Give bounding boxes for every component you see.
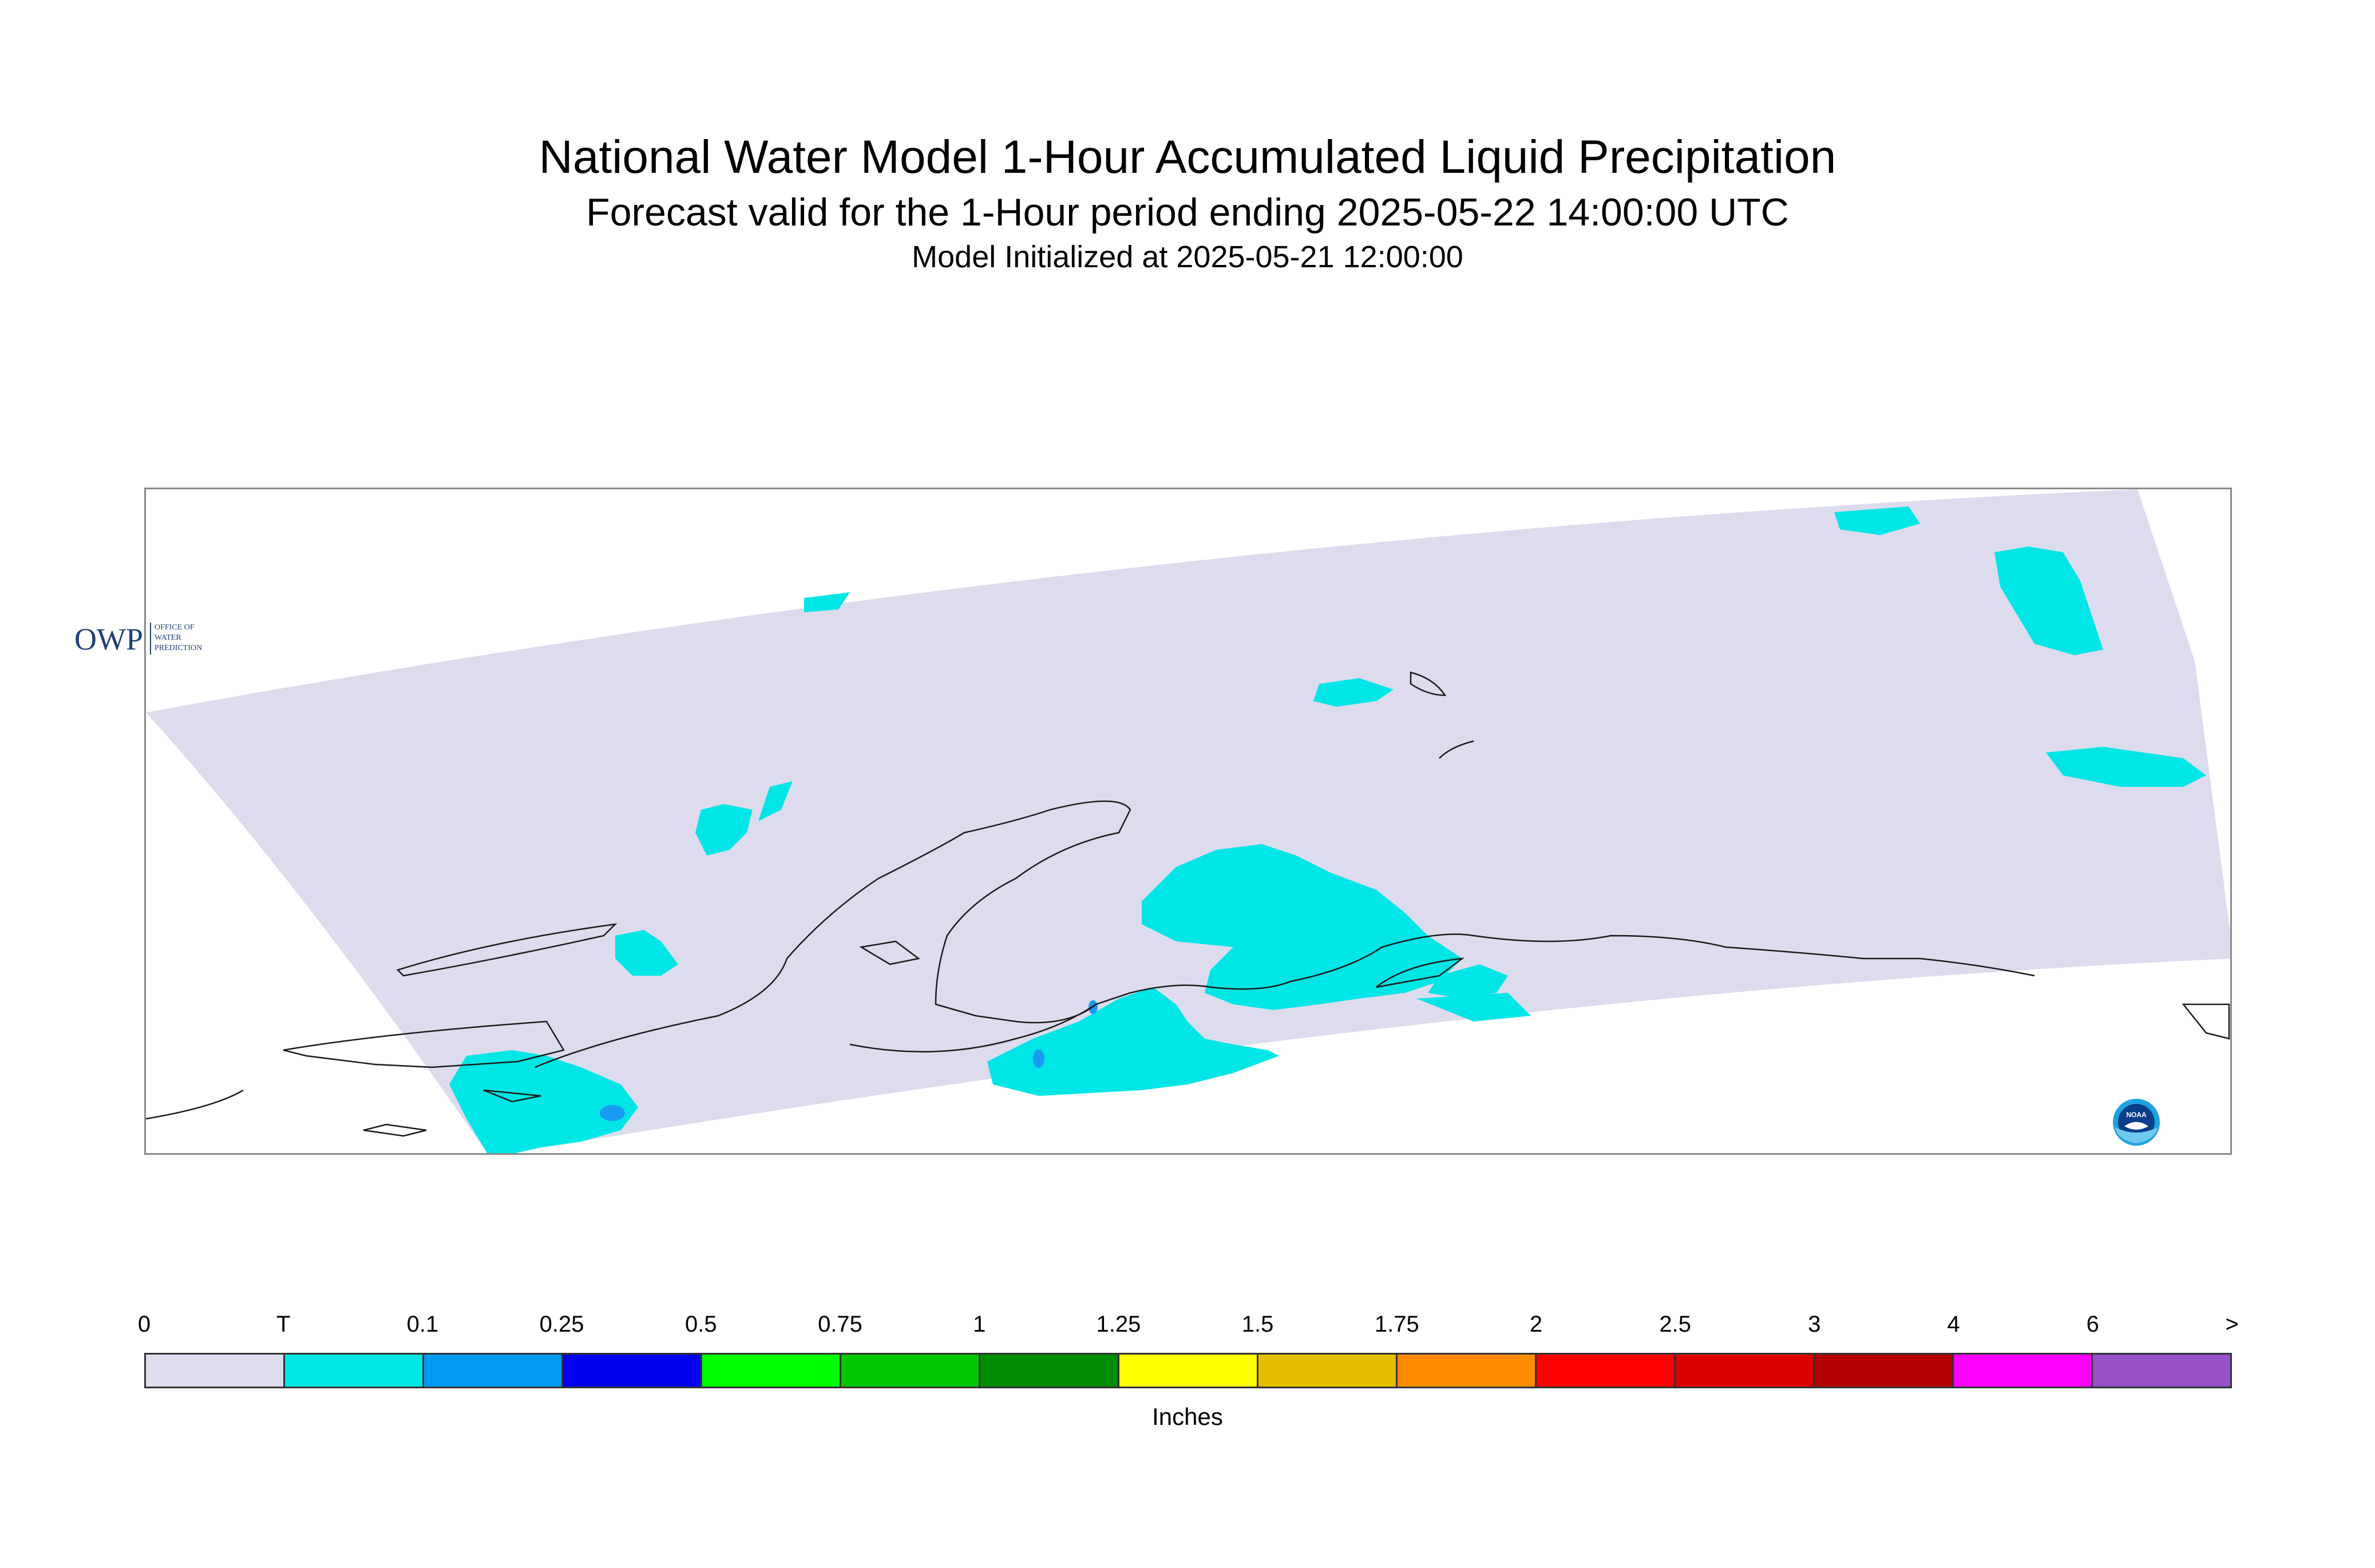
precip-area-ne-top xyxy=(1834,506,1920,535)
legend-tick-label: 0.5 xyxy=(684,1312,717,1337)
coastline-south xyxy=(849,933,2035,1053)
precip-area-mid-strip xyxy=(1313,678,1394,707)
coastline-east-river xyxy=(1439,740,1474,759)
map-panel xyxy=(144,488,2232,1155)
legend-tick-label: 2.5 xyxy=(1659,1312,1691,1337)
precip-area-top-left xyxy=(804,592,850,612)
map-title: National Water Model 1-Hour Accumulated … xyxy=(539,131,1836,183)
legend-swatch xyxy=(702,1355,841,1387)
svg-text:NOAA: NOAA xyxy=(2126,1111,2147,1119)
coastline-west-shelf xyxy=(396,923,618,977)
noaa-logo: NOAA xyxy=(2113,1099,2160,1146)
coastline-west xyxy=(283,1020,565,1068)
legend-swatch xyxy=(1119,1355,1258,1387)
legend-ticks: 0 T 0.1 0.25 0.5 0.75 1 1.25 1.5 1.75 2 2.5 3 4 6 > xyxy=(138,1312,2239,1346)
precip-area-east-coast xyxy=(1142,844,1462,1010)
legend-tick-label: 1.5 xyxy=(1241,1312,1274,1337)
coastline-southwest xyxy=(146,1089,244,1120)
coastline-east-lake xyxy=(1410,671,1447,696)
legend-tick-label: 0.25 xyxy=(539,1312,584,1337)
coastline-peninsula xyxy=(1376,957,1465,988)
init-time: Model Initialized at 2025-05-21 12:00:00 xyxy=(912,240,1463,274)
legend-swatch xyxy=(1398,1355,1537,1387)
svg-text:PREDICTION: PREDICTION xyxy=(155,644,202,652)
legend-tick-label: 3 xyxy=(1808,1312,1821,1337)
owp-logo: OWP OFFICE OF WATER PREDICTION xyxy=(74,622,202,656)
trace-precip-areas xyxy=(449,506,2206,1153)
legend-swatch xyxy=(563,1355,702,1387)
precip-area-south-peninsula xyxy=(1428,964,1508,999)
legend-tick-label: 1 xyxy=(973,1312,986,1337)
precip-area-west xyxy=(615,930,678,976)
legend-units: Inches xyxy=(1152,1403,1223,1430)
legend-tick-label: > xyxy=(2225,1312,2239,1337)
legend-swatch xyxy=(841,1355,980,1387)
legend-swatch xyxy=(424,1355,563,1387)
precip-area-se xyxy=(449,1050,638,1153)
legend-tick-label: 4 xyxy=(1947,1312,1960,1337)
legend-tick-label: T xyxy=(276,1312,291,1337)
legend-tick-label: 1.25 xyxy=(1096,1312,1141,1337)
map-subtitle: Forecast valid for the 1-Hour period end… xyxy=(586,191,1789,234)
precip-area-e-right xyxy=(2046,747,2206,787)
precip-area-north-1 xyxy=(695,804,753,856)
legend-tick-label: 0.1 xyxy=(406,1312,439,1337)
precip-map xyxy=(146,489,2230,1153)
legend-swatch xyxy=(1537,1355,1676,1387)
legend-swatch xyxy=(285,1355,424,1387)
legend-swatch xyxy=(2093,1355,2230,1387)
precip-area-ne xyxy=(1994,547,2103,655)
legend-tick-label: 6 xyxy=(2086,1312,2099,1337)
legend-swatch xyxy=(1676,1355,1815,1387)
legend-swatch xyxy=(1258,1355,1398,1387)
coastline-bay xyxy=(483,1089,541,1103)
legend-tick-label: 0 xyxy=(137,1312,151,1337)
legend-swatch xyxy=(146,1355,285,1387)
legend-tick-label: 1.75 xyxy=(1374,1312,1419,1337)
legend-tick-label: 2 xyxy=(1529,1312,1543,1337)
svg-text:OWP: OWP xyxy=(74,622,143,656)
svg-text:OFFICE OF: OFFICE OF xyxy=(155,623,195,632)
legend-colorbar xyxy=(144,1353,2232,1388)
coastline-mainland xyxy=(535,800,1131,1068)
coastline-southwest-2 xyxy=(363,1123,427,1137)
legend-tick-label: 0.75 xyxy=(818,1312,862,1337)
precip-spot-1 xyxy=(600,1105,625,1121)
coastline-far-east xyxy=(2182,1003,2230,1040)
model-domain xyxy=(146,489,2230,1153)
coastlines xyxy=(146,671,2230,1137)
precip-spot-2 xyxy=(1033,1050,1044,1068)
precip-area-ssw xyxy=(1416,993,1531,1021)
precip-area-north-2 xyxy=(758,781,793,821)
precip-area-central xyxy=(987,987,1279,1096)
light-precip-spots xyxy=(600,1000,1098,1121)
coastline-inlet xyxy=(859,940,920,965)
legend-swatch xyxy=(980,1355,1119,1387)
svg-text:WATER: WATER xyxy=(155,633,181,642)
legend-swatch xyxy=(1815,1355,1954,1387)
legend-swatch xyxy=(1954,1355,2093,1387)
